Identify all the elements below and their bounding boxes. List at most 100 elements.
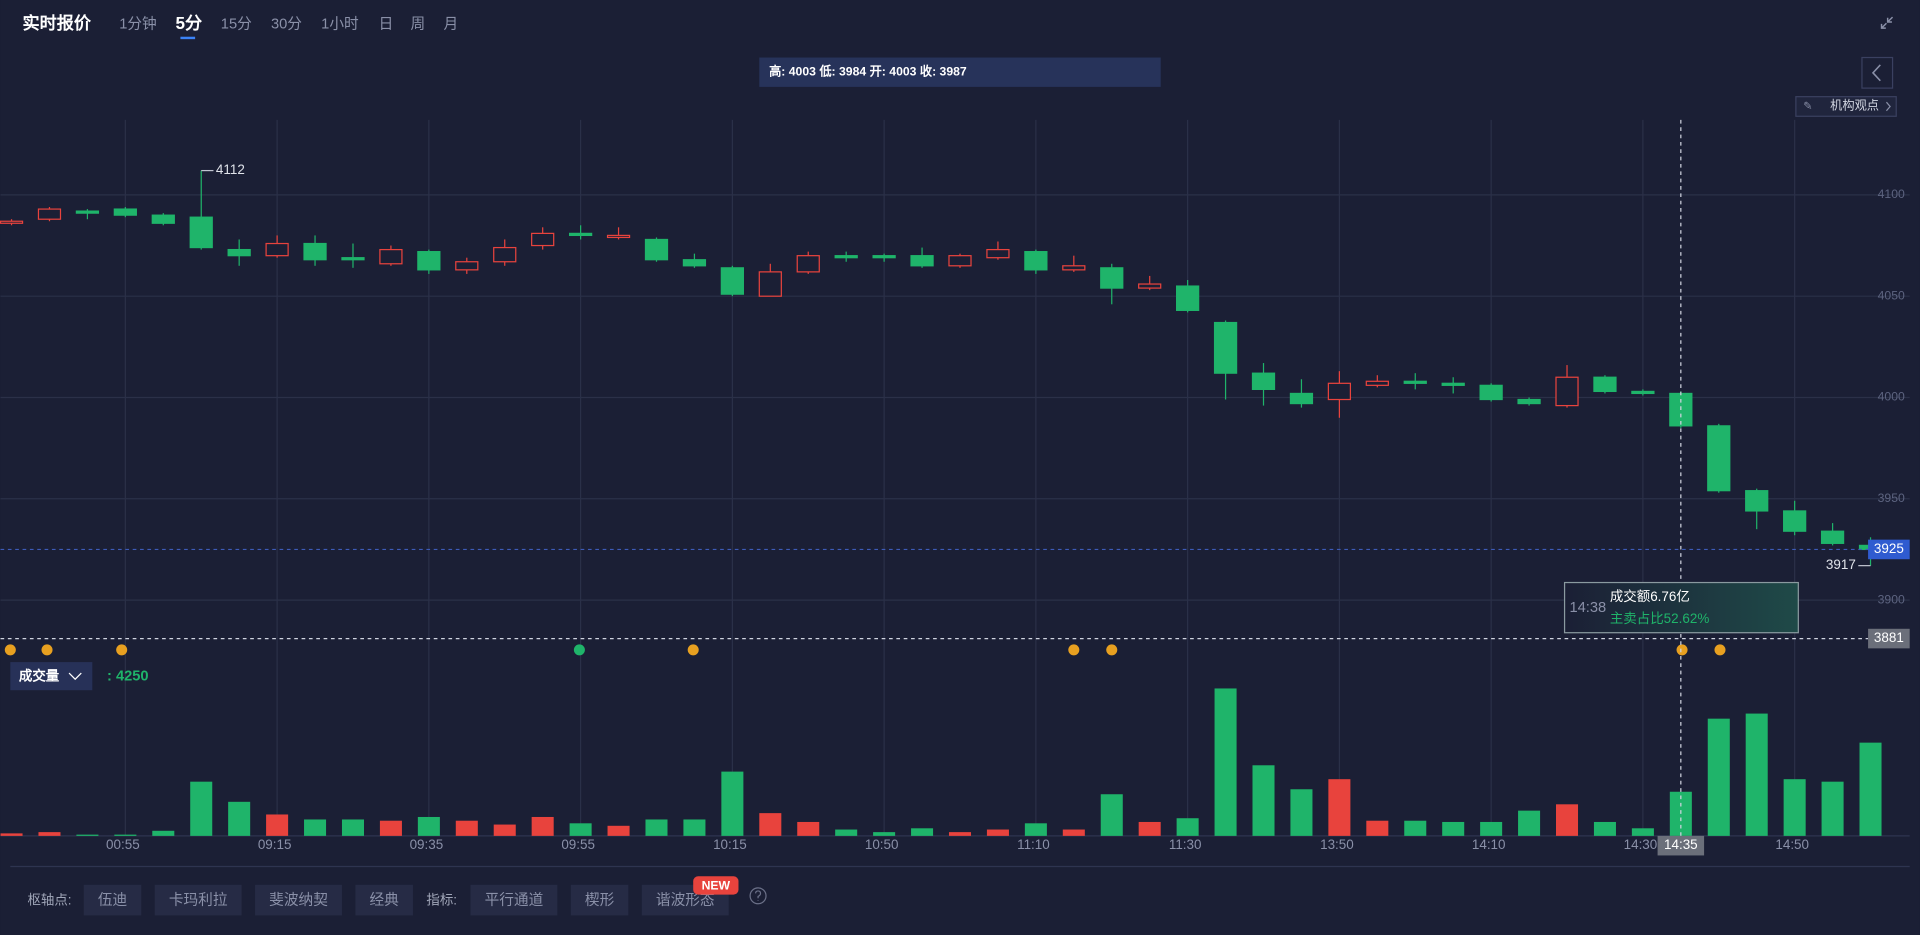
- volume-bar: [304, 819, 327, 836]
- event-marker[interactable]: [1068, 644, 1080, 656]
- volume-bar: [797, 821, 820, 836]
- volume-bar: [1252, 765, 1275, 836]
- candle-body: [303, 242, 327, 261]
- period-tab[interactable]: 5分: [176, 13, 203, 33]
- toolbar-button[interactable]: [355, 884, 413, 916]
- x-tick-label: 00:55: [106, 837, 140, 852]
- volume-bar: [531, 816, 554, 836]
- volume-bar: [1062, 829, 1085, 836]
- x-tick-label: 09:15: [258, 837, 292, 852]
- volume-bar: [1631, 828, 1654, 836]
- ohlc-info: 高: 4003 低: 3984 开: 4003 收: 3987: [769, 63, 967, 78]
- event-marker[interactable]: [116, 644, 128, 656]
- volume-bar: [1518, 810, 1541, 836]
- crosshair-price-label: 3881: [1874, 630, 1904, 645]
- help-icon[interactable]: [749, 887, 767, 905]
- candle-body: [910, 255, 934, 267]
- toolbar-button[interactable]: [470, 884, 558, 916]
- event-marker[interactable]: [4, 644, 16, 656]
- volume-chevron: [68, 672, 82, 681]
- x-tick-label: 13:50: [1320, 837, 1354, 852]
- period-tab[interactable]: 日: [379, 16, 394, 32]
- x-tick-label: 09:35: [410, 837, 444, 852]
- candle-body: [1631, 390, 1655, 395]
- y-tick-label: 4000: [1878, 390, 1905, 404]
- overlay: 4112 3917 3925 3881 14:35 14:38成交额6.76亿主卖占比52…: [0, 119, 1910, 856]
- volume-bar: [1290, 789, 1313, 836]
- volume-bar: [1404, 820, 1427, 836]
- event-marker[interactable]: [1676, 644, 1688, 656]
- candle-body: [1593, 376, 1617, 393]
- crosshair-time-label: 14:35: [1664, 837, 1698, 852]
- candle-body: [531, 232, 555, 247]
- volume-bar: [948, 832, 972, 836]
- x-tick-label: 14:30: [1624, 837, 1658, 852]
- volume-bar: [835, 829, 858, 836]
- period-tab[interactable]: 30分: [271, 15, 302, 32]
- high-label: 4112: [216, 162, 245, 177]
- candle-body: [113, 208, 137, 216]
- candle-body: [1251, 372, 1276, 390]
- page-title: 实时报价: [23, 13, 92, 33]
- event-marker[interactable]: [41, 644, 53, 656]
- y-tick-label: 4050: [1878, 288, 1905, 302]
- toolbar-button-label: 斐波纳契: [269, 892, 328, 909]
- candle-body: [1707, 425, 1731, 492]
- volume-bar: [1707, 718, 1730, 836]
- period-tab[interactable]: 月: [444, 16, 459, 32]
- side-tag[interactable]: [1795, 96, 1897, 117]
- indicator-label: 指标:: [426, 892, 457, 907]
- candle-body: [682, 259, 707, 267]
- x-tick-label: 11:30: [1169, 837, 1202, 852]
- volume-bar: [607, 825, 630, 836]
- candle-body: [1213, 321, 1238, 374]
- volume-bar: [1138, 821, 1161, 836]
- volume-bar: [1366, 820, 1389, 836]
- period-tabs: 1分钟 5分 15分 30分 1小时 日 周 月: [119, 13, 459, 40]
- toolbar-button[interactable]: [255, 884, 342, 916]
- candle-body: [986, 248, 1010, 259]
- event-marker[interactable]: [573, 644, 585, 656]
- toolbar-button[interactable]: [83, 884, 142, 916]
- candle-body: [379, 248, 403, 265]
- period-tab[interactable]: 周: [411, 15, 426, 32]
- volume-bar: [1821, 781, 1844, 836]
- y-tick-label: 3950: [1878, 491, 1905, 505]
- period-tab[interactable]: 1分钟: [119, 15, 157, 32]
- volume-bar: [645, 819, 668, 836]
- candle-body: [872, 255, 896, 259]
- crosshair-time-box: [1657, 835, 1705, 856]
- volume-bar: [455, 820, 478, 836]
- toolbar-button-label: 平行通道: [485, 892, 544, 909]
- toolbar-button[interactable]: [570, 884, 629, 916]
- x-tick-label: 10:15: [713, 837, 747, 852]
- volume-bar: [1593, 821, 1616, 836]
- candle-body: [151, 214, 175, 224]
- back-icon: [1871, 64, 1881, 82]
- volume-bar: [0, 833, 23, 836]
- candle-body: [1441, 382, 1465, 386]
- candle-body: [341, 257, 365, 261]
- toolbar-button[interactable]: [154, 884, 242, 916]
- volume-bar: [1745, 713, 1768, 836]
- candle-body: [1176, 285, 1200, 311]
- candle-body: [493, 246, 517, 263]
- candle-body: [75, 210, 100, 214]
- volume-readout: : 4250: [107, 669, 149, 685]
- back-button[interactable]: [1861, 56, 1894, 89]
- volume-bar: [911, 828, 934, 836]
- period-tab[interactable]: 1小时: [321, 15, 359, 32]
- collapse-icon[interactable]: [1880, 16, 1894, 29]
- help-glyph: [755, 890, 762, 901]
- side-tag-label: 机构观点: [1830, 98, 1879, 113]
- event-marker[interactable]: [1714, 644, 1726, 656]
- event-marker[interactable]: [1106, 644, 1118, 656]
- period-tab[interactable]: 15分: [221, 15, 252, 32]
- event-marker[interactable]: [687, 644, 699, 656]
- side-tag-icon: ✎: [1803, 100, 1812, 112]
- candle-body: [1403, 380, 1427, 384]
- new-badge: [693, 876, 739, 895]
- candle-body: [265, 242, 289, 257]
